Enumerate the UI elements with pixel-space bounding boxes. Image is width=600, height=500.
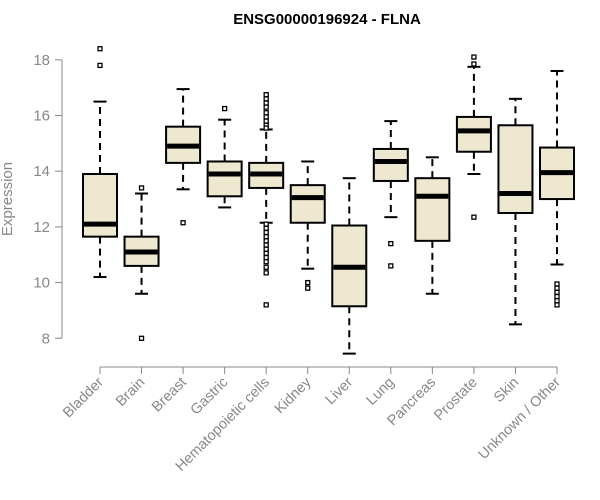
outlier-point <box>554 298 560 304</box>
box-iqr <box>455 115 492 153</box>
outlier-point <box>263 270 269 276</box>
outlier-point <box>263 254 269 261</box>
outlier-point <box>554 285 560 291</box>
y-axis: 8 10 12 14 16 18 <box>33 52 63 347</box>
outlier-point <box>263 229 269 236</box>
outlier-point <box>388 263 394 269</box>
outlier-point <box>263 96 269 102</box>
outlier-point <box>263 110 269 116</box>
outlier-point <box>471 214 477 220</box>
outlier-point <box>305 285 311 291</box>
outlier-point <box>263 225 269 231</box>
chart-title: ENSG00000196924 - FLNA <box>233 11 421 28</box>
y-tick-label: 10 <box>33 275 50 292</box>
outlier-point <box>263 104 269 110</box>
boxes-layer <box>82 46 575 355</box>
outlier-point <box>180 220 186 226</box>
box-group-kidney <box>289 160 326 291</box>
outlier-point <box>138 185 145 191</box>
y-tick-label: 16 <box>33 108 50 125</box>
x-tick-label: Brain <box>113 375 148 410</box>
outlier-point <box>263 234 269 240</box>
outlier-point <box>263 246 269 252</box>
box-group-hematopoietic-cells <box>248 92 285 308</box>
outlier-point <box>263 118 269 124</box>
outlier-point <box>554 302 560 308</box>
box-iqr <box>82 173 118 238</box>
x-tick-label: Kidney <box>272 374 315 417</box>
box-iqr <box>289 184 326 224</box>
x-tick-label: Liver <box>323 374 357 408</box>
outlier-point <box>97 46 103 52</box>
outlier-point <box>554 289 560 295</box>
outlier-point <box>263 125 269 131</box>
box-group-pancreas <box>414 156 451 295</box>
box-iqr <box>206 160 243 198</box>
box-group-lung <box>372 120 409 269</box>
outlier-point <box>263 238 269 244</box>
outlier-point <box>221 105 228 112</box>
outlier-point <box>263 302 269 308</box>
outlier-point <box>138 335 145 341</box>
x-tick-label: Prostate <box>431 375 480 424</box>
outlier-point <box>554 281 560 287</box>
outlier-point <box>263 100 269 106</box>
outlier-point <box>263 92 269 98</box>
box-group-skin <box>497 97 534 326</box>
box-group-brain <box>123 185 160 341</box>
y-tick-label: 14 <box>33 163 50 180</box>
box-group-prostate <box>455 54 492 220</box>
outlier-point <box>554 293 560 300</box>
box-group-bladder <box>82 46 118 279</box>
outlier-point <box>263 221 269 227</box>
y-tick-label: 8 <box>42 330 50 347</box>
box-iqr <box>414 177 451 242</box>
box-iqr <box>497 124 534 214</box>
x-tick-label: Lung <box>364 375 398 409</box>
box-iqr <box>372 147 409 182</box>
box-group-unknown-other <box>539 69 575 308</box>
box-group-gastric <box>206 105 243 209</box>
x-tick-label: Skin <box>491 375 522 406</box>
x-tick-label: Bladder <box>60 374 107 421</box>
outlier-point <box>305 279 311 286</box>
outlier-point <box>471 54 477 60</box>
outlier-point <box>471 61 477 67</box>
box-group-breast <box>165 88 202 226</box>
y-tick-label: 12 <box>33 219 50 236</box>
outlier-point <box>263 242 269 248</box>
y-tick-label: 18 <box>33 52 50 69</box>
outlier-point <box>263 259 269 265</box>
box-group-liver <box>331 177 368 355</box>
outlier-point <box>263 114 269 120</box>
outlier-point <box>388 240 394 247</box>
y-axis-label: Expression <box>0 162 16 236</box>
x-tick-label: Breast <box>149 375 190 416</box>
outlier-point <box>97 62 103 69</box>
outlier-point <box>263 250 269 257</box>
outlier-point <box>263 264 269 270</box>
